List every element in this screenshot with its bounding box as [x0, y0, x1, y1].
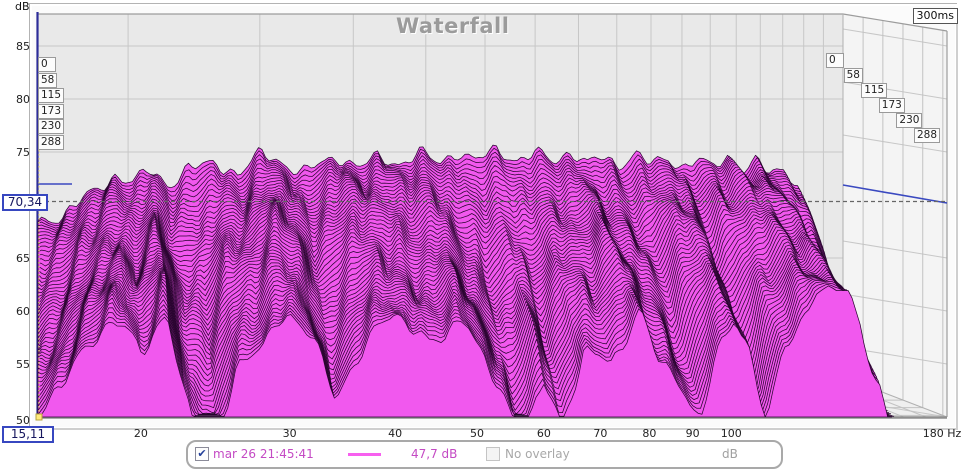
x-tick-label: 30 — [282, 427, 297, 440]
cursor-level-readout: 70,34 — [2, 194, 48, 211]
measurement-line-swatch — [348, 453, 381, 456]
overlay-checkbox[interactable] — [486, 447, 500, 461]
cursor-frequency-readout: 15,11 — [2, 426, 54, 443]
x-tick-label: 180 Hz — [922, 427, 962, 440]
y-tick-label: 80 — [16, 93, 30, 106]
time-slice-label-right: 0 — [826, 53, 844, 68]
legend-unit-label: dB — [722, 447, 738, 461]
time-slice-label-left: 58 — [38, 72, 58, 88]
time-slice-label-right: 173 — [878, 98, 905, 113]
overlay-label[interactable]: No overlay — [505, 447, 570, 461]
x-tick-label: 60 — [536, 427, 551, 440]
time-window-badge: 300ms — [912, 8, 958, 24]
time-slice-label-right: 58 — [843, 68, 863, 83]
time-slice-label-right: 288 — [914, 128, 941, 143]
time-slice-label-left: 173 — [38, 103, 65, 119]
x-tick-label: 70 — [593, 427, 608, 440]
y-tick-label: 60 — [16, 305, 30, 318]
time-slice-label-left: 115 — [38, 88, 65, 103]
measurement-level-value: 47,7 dB — [411, 447, 458, 461]
x-tick-label: 80 — [642, 427, 657, 440]
y-tick-label: 75 — [16, 146, 30, 159]
x-tick-label: 40 — [388, 427, 403, 440]
time-slice-label-left: 0 — [38, 57, 56, 72]
x-tick-label: 20 — [133, 427, 148, 440]
time-slice-label-left: 230 — [38, 119, 65, 134]
measurement-checkbox[interactable]: ✔ — [195, 447, 209, 461]
y-tick-label: 50 — [16, 414, 30, 427]
x-tick-label: 90 — [685, 427, 700, 440]
y-tick-label: 85 — [16, 40, 30, 53]
time-slice-label-right: 115 — [861, 83, 888, 98]
chart-title: Waterfall — [396, 14, 510, 38]
y-tick-label: 65 — [16, 252, 30, 265]
x-tick-label: 50 — [469, 427, 484, 440]
y-tick-label: 55 — [16, 358, 30, 371]
time-slice-label-right: 230 — [896, 113, 923, 128]
legend-bar: ✔ mar 26 21:45:41 47,7 dB No overlay dB — [186, 440, 783, 469]
measurement-label[interactable]: mar 26 21:45:41 — [213, 447, 314, 461]
x-tick-label: 100 — [720, 427, 742, 440]
time-slice-label-left: 288 — [38, 134, 65, 150]
y-axis-unit-label: dB — [15, 0, 30, 13]
